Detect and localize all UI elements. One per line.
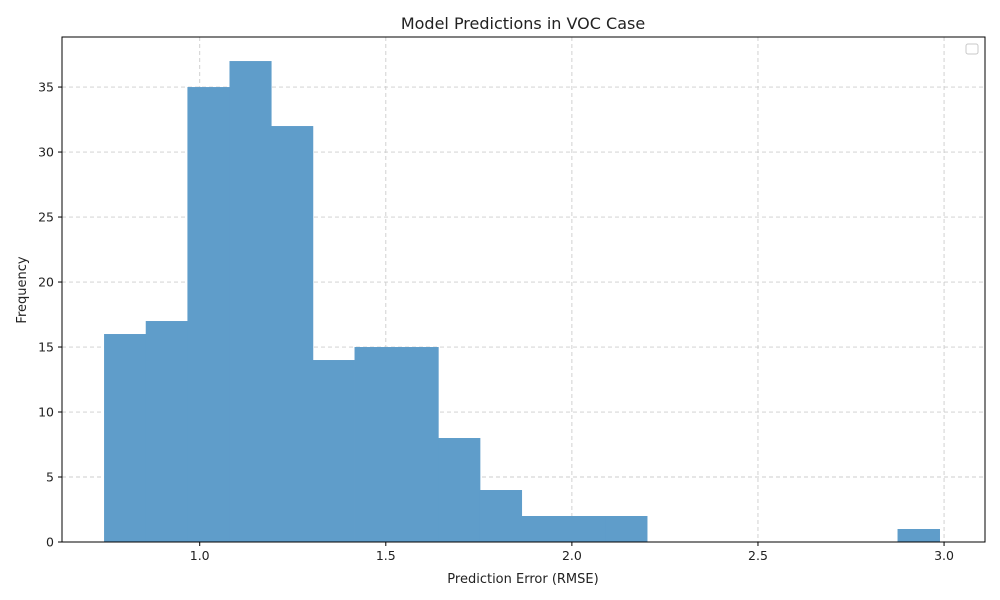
y-tick-label: 5 xyxy=(46,470,54,485)
x-axis-label: Prediction Error (RMSE) xyxy=(447,572,598,587)
histogram-bar xyxy=(354,347,397,542)
histogram-bar xyxy=(438,438,481,542)
histogram-bar xyxy=(396,347,439,542)
y-axis-label: Frequency xyxy=(15,256,30,323)
legend-box xyxy=(965,43,979,55)
y-tick-label: 25 xyxy=(38,210,54,225)
x-tick-label: 2.0 xyxy=(562,548,582,563)
y-tick-label: 0 xyxy=(46,535,54,550)
y-tick-label: 20 xyxy=(38,275,54,290)
y-tick-label: 35 xyxy=(38,80,54,95)
plot-area-frame xyxy=(61,36,986,543)
x-axis-ticks: 1.0 1.5 2.0 2.5 3.0 xyxy=(190,542,954,563)
chart-title: Model Predictions in VOC Case xyxy=(401,14,645,33)
histogram-bars xyxy=(104,61,940,543)
histogram-bar xyxy=(145,321,188,542)
x-tick-label: 1.0 xyxy=(190,548,210,563)
histogram-bar xyxy=(187,87,230,542)
y-tick-label: 10 xyxy=(38,405,54,420)
histogram-bar xyxy=(563,516,606,542)
x-tick-label: 1.5 xyxy=(376,548,396,563)
histogram-bar xyxy=(312,360,355,542)
histogram-bar xyxy=(521,516,565,542)
y-tick-label: 15 xyxy=(38,340,54,355)
y-tick-label: 30 xyxy=(38,145,54,160)
histogram-bar xyxy=(605,516,648,542)
x-tick-label: 3.0 xyxy=(934,548,954,563)
histogram-bar xyxy=(897,529,940,542)
histogram-bar xyxy=(229,61,272,543)
histogram-bar xyxy=(479,490,523,542)
x-tick-label: 2.5 xyxy=(748,548,768,563)
histogram-bar xyxy=(271,126,314,542)
histogram-bar xyxy=(104,334,147,542)
y-axis-ticks: 0 5 10 15 20 25 30 35 xyxy=(38,80,62,550)
